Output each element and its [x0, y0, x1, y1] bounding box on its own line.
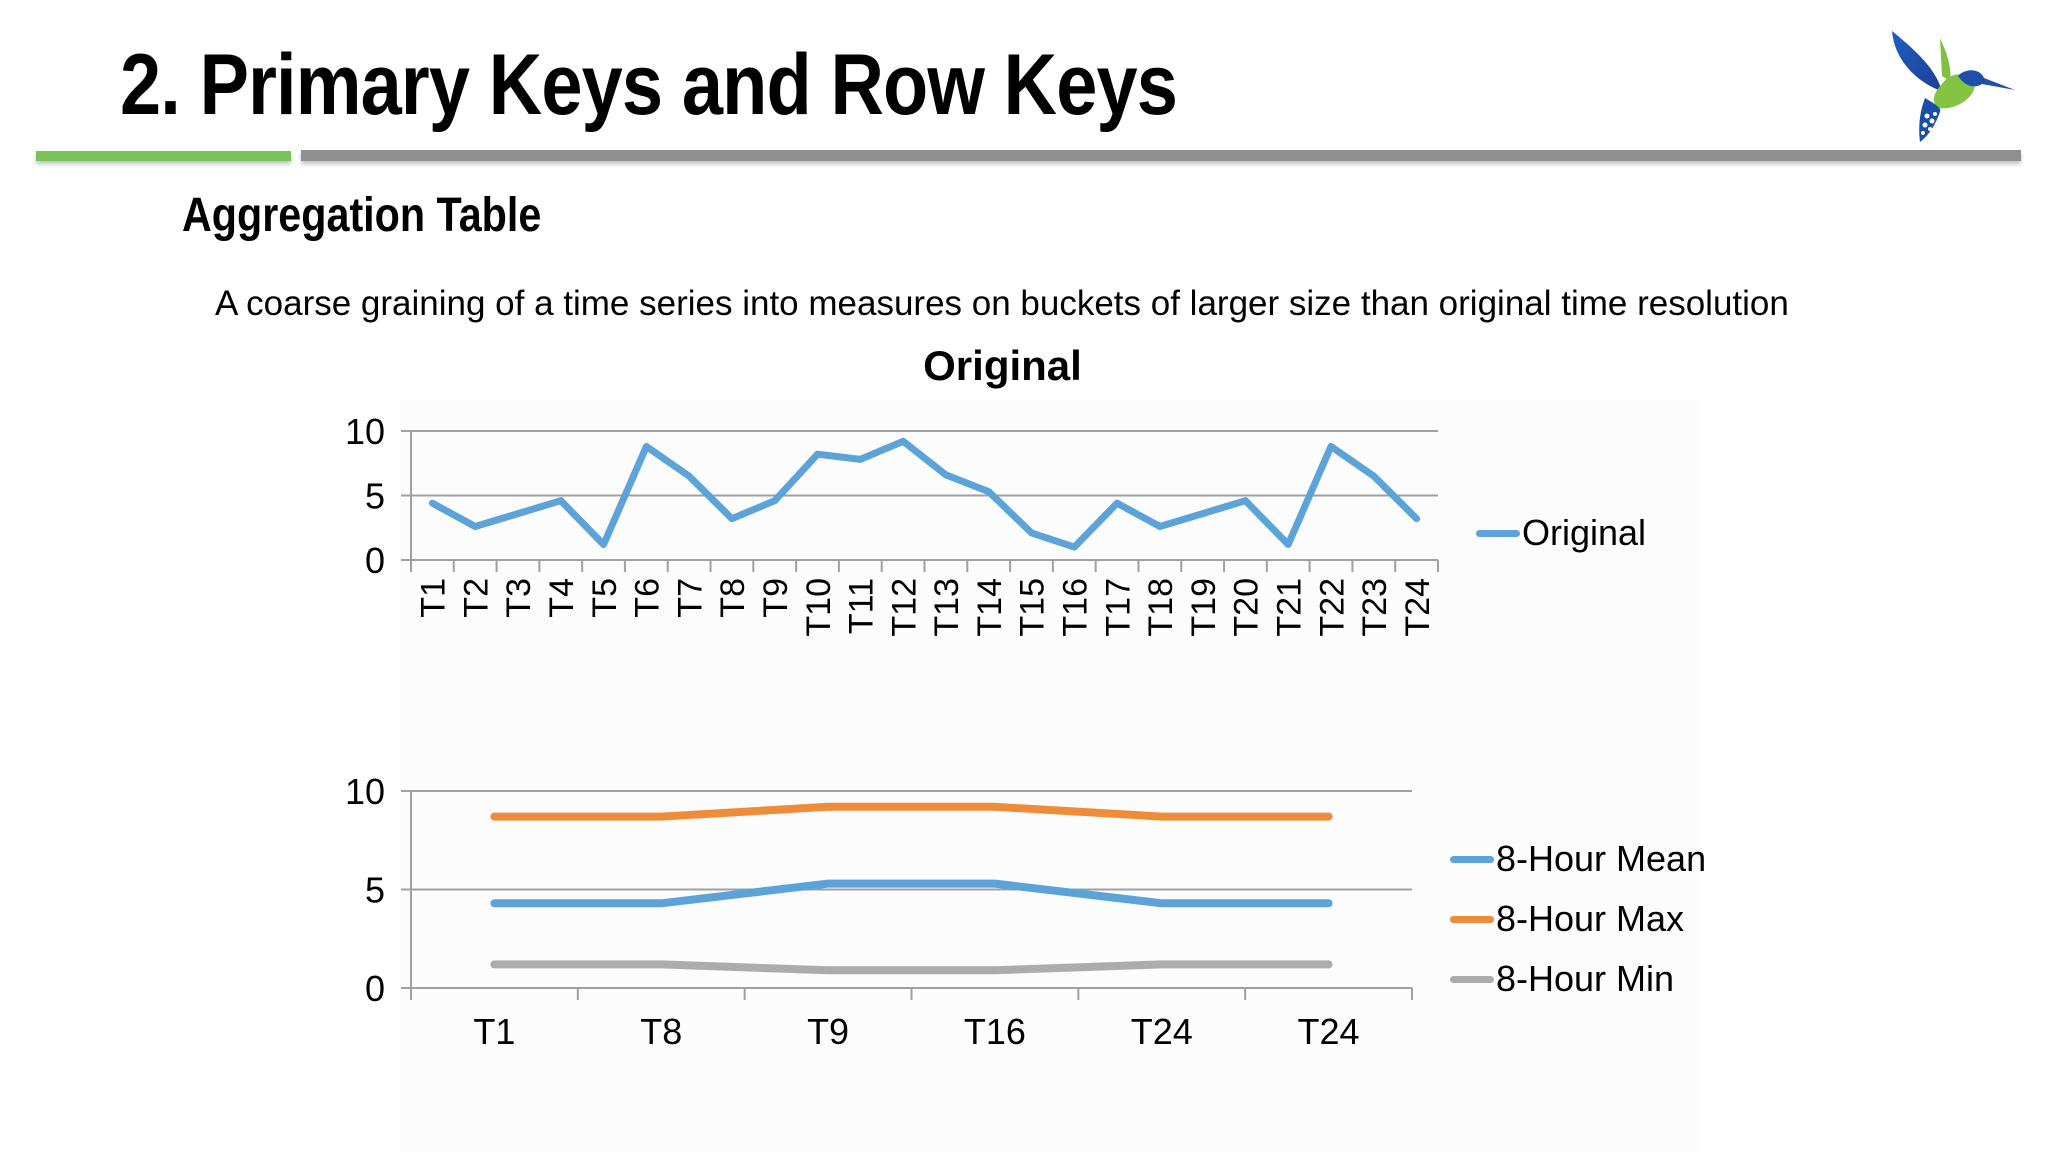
svg-text:T14: T14: [971, 578, 1009, 637]
legend-swatch-original: [1476, 529, 1520, 537]
svg-text:T16: T16: [964, 1011, 1026, 1052]
svg-text:T11: T11: [843, 578, 881, 634]
svg-text:T18: T18: [1142, 578, 1180, 637]
svg-text:T8: T8: [640, 1011, 682, 1052]
svg-text:T2: T2: [457, 578, 495, 618]
legend-swatch-max: [1450, 915, 1494, 923]
svg-text:T4: T4: [543, 578, 581, 618]
svg-text:T9: T9: [757, 578, 795, 618]
svg-text:T23: T23: [1356, 578, 1394, 637]
slide-title: 2. Primary Keys and Row Keys: [120, 37, 1178, 133]
svg-text:T9: T9: [807, 1011, 849, 1052]
svg-text:T5: T5: [586, 578, 624, 618]
svg-text:10: 10: [345, 411, 385, 452]
svg-text:T19: T19: [1185, 578, 1223, 637]
legend-item-mean: 8-Hour Mean: [1450, 829, 1706, 889]
svg-text:0: 0: [365, 968, 385, 1009]
legend-item-max: 8-Hour Max: [1450, 889, 1706, 949]
svg-text:T7: T7: [671, 578, 709, 618]
svg-text:T1: T1: [415, 578, 453, 618]
original-chart-legend: Original: [1476, 503, 1646, 563]
svg-text:T22: T22: [1313, 578, 1351, 637]
svg-text:0: 0: [365, 540, 385, 581]
legend-label: Original: [1522, 512, 1647, 553]
svg-text:T20: T20: [1228, 578, 1266, 637]
svg-text:T24: T24: [1399, 578, 1437, 637]
description-text: A coarse graining of a time series into …: [215, 284, 1789, 323]
legend-swatch-mean: [1450, 855, 1494, 863]
svg-text:T6: T6: [629, 578, 667, 618]
svg-text:T24: T24: [1131, 1011, 1193, 1052]
legend-item-original: Original: [1476, 503, 1646, 563]
svg-text:5: 5: [365, 475, 385, 516]
svg-text:T1: T1: [473, 1011, 515, 1052]
legend-label: 8-Hour Mean: [1496, 838, 1707, 879]
hummingbird-logo-icon: [1892, 31, 2015, 142]
svg-text:T13: T13: [928, 578, 966, 637]
svg-text:T3: T3: [500, 578, 538, 618]
svg-text:T21: T21: [1270, 578, 1308, 637]
svg-text:10: 10: [345, 771, 385, 812]
svg-text:T15: T15: [1014, 578, 1052, 637]
title-accent-bar-green: [36, 151, 291, 161]
title-divider-bar: [301, 150, 2021, 161]
legend-swatch-min: [1450, 975, 1494, 983]
svg-text:T16: T16: [1057, 578, 1095, 637]
chart-background: [400, 400, 1700, 1152]
svg-text:T12: T12: [885, 578, 923, 637]
legend-label: 8-Hour Min: [1496, 958, 1675, 999]
legend-item-min: 8-Hour Min: [1450, 949, 1706, 1009]
svg-text:T24: T24: [1298, 1011, 1360, 1052]
aggregation-chart-legend: 8-Hour Mean 8-Hour Max 8-Hour Min: [1450, 829, 1706, 1009]
section-heading: Aggregation Table: [182, 189, 542, 242]
svg-text:5: 5: [365, 869, 385, 910]
legend-label: 8-Hour Max: [1496, 898, 1685, 939]
svg-text:T10: T10: [800, 578, 838, 637]
svg-text:T8: T8: [714, 578, 752, 618]
chart-title-original: Original: [923, 342, 1082, 389]
svg-text:T17: T17: [1099, 578, 1137, 637]
